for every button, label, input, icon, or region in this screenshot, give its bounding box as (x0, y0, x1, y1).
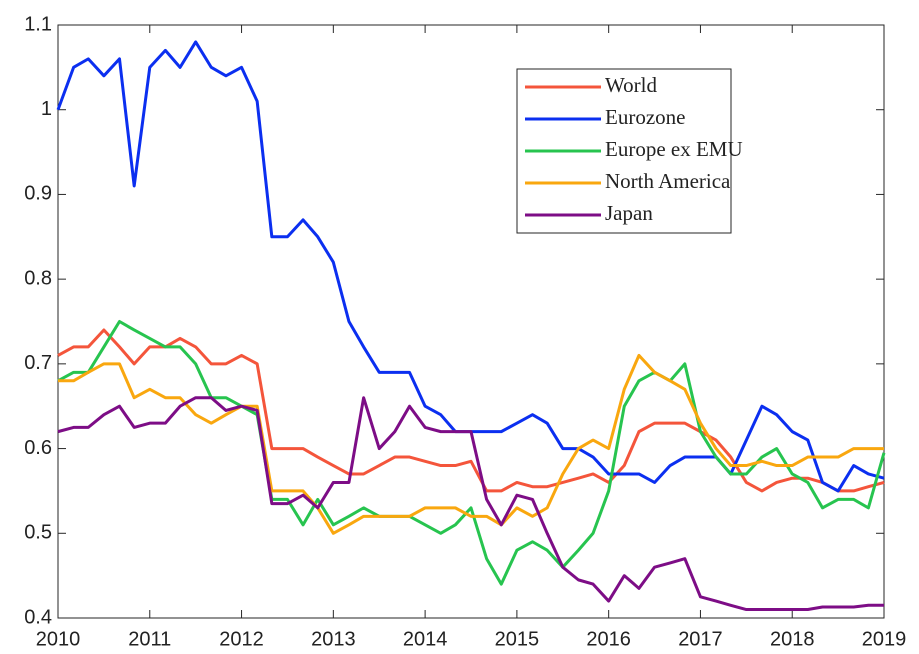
series-line (57, 396, 884, 612)
x-tick-label: 2014 (403, 628, 448, 650)
y-tick-label: 0.8 (24, 267, 52, 289)
x-tick-label: 2010 (36, 628, 81, 650)
series-line (57, 320, 886, 586)
legend-label: North America (605, 169, 731, 193)
legend-label: Japan (605, 201, 653, 225)
series-line (57, 328, 885, 493)
x-tick-label: 2016 (586, 628, 631, 650)
y-tick-label: 0.6 (24, 437, 52, 459)
y-tick-label: 0.5 (24, 522, 52, 544)
x-tick-label: 2019 (862, 628, 907, 650)
y-tick-label: 0.9 (24, 183, 52, 205)
legend-box (516, 68, 732, 234)
legend-label: World (605, 73, 657, 97)
y-tick-label: 0.7 (24, 352, 52, 374)
y-tick-label: 0.4 (24, 606, 52, 628)
series-line (58, 353, 884, 535)
x-tick-label: 2018 (770, 628, 815, 650)
legend-label: Eurozone (605, 105, 685, 129)
x-tick-label: 2013 (311, 628, 356, 650)
y-tick-label: 1.1 (24, 13, 52, 35)
x-tick-label: 2011 (128, 628, 171, 650)
plot-area (57, 24, 885, 619)
x-tick-label: 2017 (678, 628, 723, 650)
legend-label: Europe ex EMU (605, 137, 743, 161)
y-tick-label: 1 (41, 98, 52, 120)
x-tick-label: 2015 (495, 628, 540, 650)
x-tick-label: 2012 (219, 628, 264, 650)
